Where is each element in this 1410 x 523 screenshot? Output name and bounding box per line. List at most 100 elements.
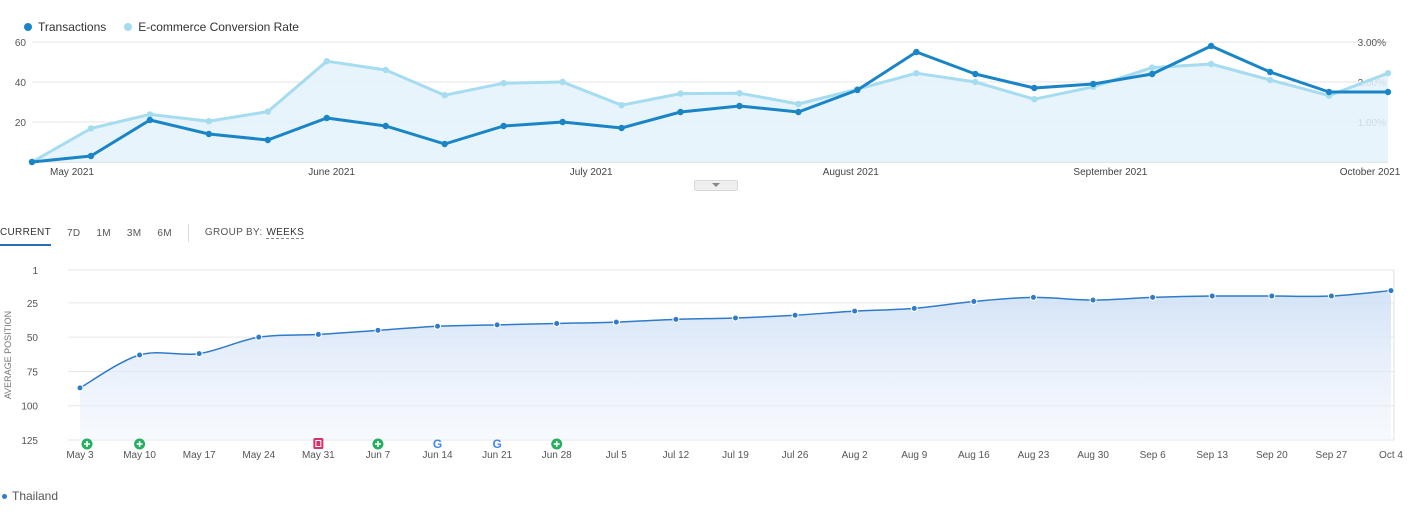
legend-label-transactions: Transactions xyxy=(38,20,107,34)
green-plus-icon[interactable] xyxy=(372,438,384,450)
x-tick-label: Aug 30 xyxy=(1077,450,1109,461)
y-tick: 25 xyxy=(27,299,39,310)
conversion-point xyxy=(618,102,625,109)
thailand-point xyxy=(1089,296,1097,304)
group-by-label: GROUP BY: xyxy=(204,226,263,238)
tab-current[interactable]: CURRENT xyxy=(0,225,51,246)
thailand-point xyxy=(791,311,799,319)
thailand-point xyxy=(195,350,203,358)
thailand-point xyxy=(612,318,620,326)
conversion-area xyxy=(32,61,1388,163)
thailand-point xyxy=(1387,287,1395,295)
thailand-point xyxy=(76,384,84,392)
legend-label-thailand: Thailand xyxy=(12,489,59,503)
legend-item-transactions[interactable]: Transactions xyxy=(24,20,106,34)
pink-note-icon[interactable] xyxy=(313,438,324,449)
thailand-point xyxy=(314,330,322,338)
thailand-point xyxy=(1208,292,1216,300)
tab-7d[interactable]: 7D xyxy=(67,227,81,239)
x-tick-label: Aug 16 xyxy=(958,450,990,461)
x-tick-label: Sep 6 xyxy=(1140,450,1167,461)
x-tick-label: May 24 xyxy=(242,450,275,461)
x-tick-label: Oct 4 xyxy=(1379,450,1403,461)
thailand-point xyxy=(136,351,144,359)
conversion-point xyxy=(382,66,389,74)
transactions-point xyxy=(441,140,448,148)
conversion-point xyxy=(1031,96,1038,103)
transactions-point xyxy=(87,152,95,160)
x-tick-label: Jun 21 xyxy=(482,450,512,461)
x-tick-label: Aug 2 xyxy=(842,450,869,461)
x-tick-label: Jul 12 xyxy=(663,450,690,461)
green-plus-icon[interactable] xyxy=(551,438,563,450)
conversion-point xyxy=(913,70,920,77)
tab-1m[interactable]: 1M xyxy=(96,227,111,239)
transactions-point xyxy=(854,86,861,94)
green-plus-icon[interactable] xyxy=(81,438,93,450)
transactions-point xyxy=(205,130,213,138)
thailand-point xyxy=(434,322,442,330)
transactions-point xyxy=(500,122,507,130)
conversion-point xyxy=(972,78,979,86)
transactions-point xyxy=(382,122,389,130)
tab-6m[interactable]: 6M xyxy=(157,227,172,239)
thailand-point xyxy=(1268,292,1276,300)
thailand-point xyxy=(493,321,501,329)
thailand-point xyxy=(672,315,680,323)
y-tick: 50 xyxy=(27,333,39,344)
transactions-legend-dot xyxy=(24,23,32,31)
conversion-point xyxy=(1384,70,1392,77)
thailand-point xyxy=(970,298,978,306)
transactions-line xyxy=(31,44,1388,164)
conversion-point xyxy=(87,125,95,132)
y-tick-right: 3.00% xyxy=(1358,38,1386,49)
time-range-tabs: CURRENT 7D 1M 3M 6M GROUP BY: WEEKS xyxy=(0,224,305,246)
x-tick-label: May 10 xyxy=(123,450,156,461)
conversion-point xyxy=(205,118,213,125)
transactions-point xyxy=(559,118,566,126)
x-tick-label: Sep 20 xyxy=(1256,450,1288,461)
conversion-point xyxy=(559,78,566,86)
transactions-point xyxy=(913,48,920,56)
transactions-point xyxy=(1148,70,1156,78)
group-by-select[interactable]: WEEKS xyxy=(266,226,305,239)
x-tick-label: Sep 27 xyxy=(1316,450,1348,461)
thailand-point xyxy=(1029,293,1037,301)
y-tick: 125 xyxy=(21,436,38,447)
y-tick-left: 20 xyxy=(15,118,27,129)
conversion-point xyxy=(500,80,507,87)
x-tick-label: Jul 5 xyxy=(606,450,628,461)
conversion-point xyxy=(795,100,802,108)
conversion-point xyxy=(1148,64,1156,71)
x-tick-label: May 3 xyxy=(66,450,94,461)
y-tick: 100 xyxy=(21,402,38,413)
x-tick-label: June 2021 xyxy=(308,167,355,178)
google-icon[interactable]: G xyxy=(433,437,442,451)
conversion-point xyxy=(1207,60,1215,68)
thailand-legend-dot xyxy=(2,493,7,499)
thailand-point xyxy=(1149,293,1157,301)
y-tick: 1 xyxy=(32,266,38,277)
conversion-point xyxy=(264,108,272,115)
x-tick-label: Aug 23 xyxy=(1018,450,1050,461)
collapse-chart-handle[interactable] xyxy=(694,180,738,191)
series-legend[interactable]: Thailand xyxy=(2,489,58,503)
transactions-point xyxy=(264,136,272,144)
conversion-legend-dot xyxy=(124,23,133,31)
conversion-point xyxy=(736,90,743,97)
tab-3m[interactable]: 3M xyxy=(126,227,142,239)
transactions-point xyxy=(146,116,154,124)
x-tick-label: May 17 xyxy=(183,450,216,461)
thailand-point xyxy=(255,333,263,341)
thailand-point xyxy=(910,304,918,312)
y-tick-left: 40 xyxy=(15,78,27,89)
thailand-point xyxy=(553,319,561,327)
google-icon[interactable]: G xyxy=(492,437,501,451)
y-axis-title: AVERAGE POSITION xyxy=(3,311,13,399)
x-tick-label: Jun 28 xyxy=(542,450,572,461)
conversion-point xyxy=(441,92,448,99)
y-tick-left: 60 xyxy=(15,38,27,49)
green-plus-icon[interactable] xyxy=(134,438,146,450)
legend-item-conversion[interactable]: E-commerce Conversion Rate xyxy=(124,20,299,34)
